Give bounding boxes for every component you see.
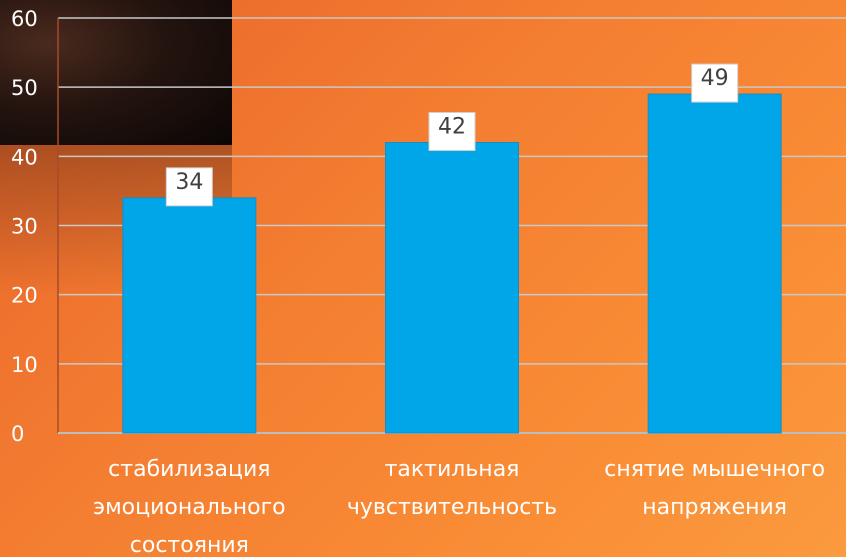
data-label-box (428, 112, 476, 151)
category-label: тактильная (385, 457, 520, 482)
category-labels: стабилизация эмоционального состояния такти… (93, 457, 825, 557)
data-label: 42 (438, 115, 466, 140)
bar (385, 142, 519, 434)
background-photo (0, 0, 232, 145)
data-labels: 34 42 49 (165, 63, 739, 207)
bar (647, 93, 782, 434)
data-label-box (691, 63, 739, 103)
y-tick-label: 30 (11, 215, 38, 239)
y-tick-label: 40 (11, 145, 38, 169)
y-tick-label: 0 (11, 422, 24, 446)
category-label: эмоционального (93, 495, 286, 520)
y-tick-label: 20 (11, 284, 38, 308)
category-label: состояния (130, 533, 249, 557)
y-tick-label: 10 (11, 353, 38, 377)
y-tick-label: 50 (11, 76, 38, 100)
category-label: снятие мышечного (604, 457, 825, 482)
category-label: чувствительность (347, 495, 557, 520)
data-label: 49 (701, 66, 729, 91)
category-label: напряжения (642, 495, 787, 520)
y-tick-label: 60 (11, 7, 38, 31)
category-label: стабилизация (108, 457, 270, 482)
bar (122, 197, 257, 434)
data-label: 34 (175, 170, 203, 195)
data-label-box (165, 167, 213, 207)
bars (122, 93, 782, 434)
